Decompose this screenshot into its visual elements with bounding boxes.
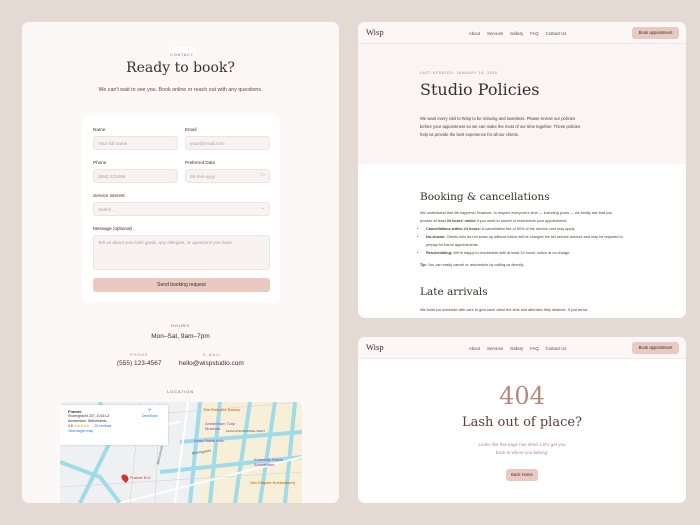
place-name: Framer bbox=[68, 409, 82, 414]
address-line2: Amsterdam, Netherlands bbox=[68, 419, 107, 423]
name-label: Name bbox=[93, 127, 106, 132]
date-input[interactable]: dd-mm-yyyy ▭ bbox=[185, 169, 270, 183]
email-link[interactable]: hello@wispstudio.com bbox=[179, 360, 244, 367]
email-label: E-MAIL bbox=[203, 352, 222, 357]
poi-pancake[interactable]: The Pancake Bakery bbox=[203, 407, 241, 412]
tip-text: You can easily cancel or reschedule by c… bbox=[426, 263, 525, 267]
rating: 4.6 bbox=[68, 424, 73, 428]
policy-bullet: Rescheduling: We're happy to reschedule … bbox=[426, 249, 625, 257]
page-title: Ready to book? bbox=[126, 60, 235, 76]
map-canvas[interactable] bbox=[60, 402, 302, 503]
directions-button[interactable]: ⑂ Directions bbox=[142, 408, 158, 419]
reviews-link[interactable]: 25 reviews bbox=[94, 424, 112, 428]
contact-page: CONTACT Ready to book? We can't wait to … bbox=[22, 22, 339, 503]
section-late-title: Late arrivals bbox=[420, 286, 488, 298]
policies-title: Studio Policies bbox=[420, 80, 540, 99]
chevron-down-icon: ⌄ bbox=[260, 205, 265, 211]
nav-services[interactable]: Services bbox=[486, 31, 504, 36]
section1-text: We understand that life happens! However… bbox=[420, 211, 613, 223]
poi-tulip-museum[interactable]: Amsterdam Tulip Museum bbox=[205, 421, 236, 431]
send-booking-button[interactable]: Send booking request bbox=[93, 278, 270, 292]
policy-bullet: Cancellations within 24 hours: A cancell… bbox=[426, 225, 625, 233]
date-placeholder: dd-mm-yyyy bbox=[190, 174, 216, 179]
last-updated: LAST UPDATED: JANUARY 15, 2026 bbox=[420, 71, 498, 75]
error-code: 404 bbox=[499, 382, 545, 410]
bullet-bold: Rescheduling: bbox=[426, 251, 453, 255]
section1-text2: if you need to cancel or reschedule your… bbox=[476, 219, 568, 223]
phone-label: PHONE bbox=[130, 352, 149, 357]
eyebrow: CONTACT bbox=[170, 53, 194, 57]
back-home-button[interactable]: Back Home bbox=[506, 469, 538, 481]
address-line1: Rozengracht 207, 1016 LZ bbox=[68, 414, 110, 418]
bullet-text: Clients who do not show up without notic… bbox=[426, 235, 623, 247]
map-info-card: Framer Rozengracht 207, 1016 LZ Amsterda… bbox=[60, 405, 168, 445]
nav-gallery[interactable]: Gallery bbox=[510, 31, 524, 36]
tip-label: Tip: bbox=[420, 263, 427, 267]
nav-faq[interactable]: FAQ bbox=[530, 31, 539, 36]
street-label: GRACHTENGORDEL-WEST bbox=[226, 429, 266, 433]
location-label: LOCATION bbox=[167, 389, 194, 394]
name-input[interactable]: Your full name bbox=[93, 136, 178, 150]
email-label: Email bbox=[185, 127, 197, 132]
error-text: Looks like this page has shed. Let's get… bbox=[478, 442, 566, 455]
section-booking-title: Booking & cancellations bbox=[420, 191, 550, 203]
logo[interactable]: Wisp bbox=[366, 342, 384, 352]
message-textarea[interactable]: Tell us about your lash goals, any aller… bbox=[93, 235, 270, 270]
date-label: Preferred Date bbox=[185, 160, 216, 165]
service-select[interactable]: Select... ⌄ bbox=[93, 202, 270, 216]
policy-bullet: No-shows: Clients who do not show up wit… bbox=[426, 233, 625, 249]
directions-label: Directions bbox=[142, 414, 158, 418]
poi-van-stapele[interactable]: Van Stapele Koekmakerij bbox=[250, 480, 295, 485]
nav-about[interactable]: About bbox=[469, 346, 480, 351]
bullet-bold: No-shows: bbox=[426, 235, 446, 239]
logo[interactable]: Wisp bbox=[366, 27, 384, 37]
hours-value: Mon–Sat, 9am–7pm bbox=[151, 333, 210, 340]
nav-about[interactable]: About bbox=[469, 31, 480, 36]
nav-contact[interactable]: Contact Us bbox=[545, 31, 567, 36]
map-embed[interactable]: Marnixstraat Bloemgracht Framer B.V. The… bbox=[60, 402, 302, 503]
poi-anne-frank[interactable]: Anne Frank Huis bbox=[194, 438, 224, 443]
error-title: Lash out of place? bbox=[461, 415, 583, 430]
eyebrow-pill: CONTACT bbox=[168, 47, 196, 57]
phone-label: Phone bbox=[93, 160, 107, 165]
policies-page: Wisp About Services Gallery FAQ Contact … bbox=[358, 22, 686, 318]
larger-map-link[interactable]: View larger map bbox=[68, 429, 94, 433]
phone-link[interactable]: (555) 123-4567 bbox=[117, 360, 162, 367]
top-nav: Wisp About Services Gallery FAQ Contact … bbox=[358, 22, 686, 44]
section1-bold: 24 hours' notice bbox=[446, 219, 476, 223]
nav-faq[interactable]: FAQ bbox=[530, 346, 539, 351]
bullet-bold: Cancellations within 24 hours: bbox=[426, 227, 481, 231]
booking-form: Name Your full name Email your@email.com… bbox=[82, 115, 280, 303]
book-appointment-button[interactable]: Book appointment bbox=[632, 27, 679, 39]
service-value: Select... bbox=[98, 207, 115, 212]
bullet-text: We're happy to reschedule with at least … bbox=[452, 251, 571, 255]
hours-label: HOURS bbox=[171, 323, 190, 328]
nav-contact[interactable]: Contact Us bbox=[545, 346, 567, 351]
message-label: Message (optional) bbox=[93, 226, 133, 231]
directions-icon: ⑂ bbox=[147, 408, 152, 414]
nav-gallery[interactable]: Gallery bbox=[510, 346, 524, 351]
not-found-page: Wisp About Services Gallery FAQ Contact … bbox=[358, 337, 686, 503]
book-appointment-button[interactable]: Book appointment bbox=[632, 342, 679, 354]
nav-services[interactable]: Services bbox=[486, 346, 504, 351]
phone-input[interactable]: (555) 123456 bbox=[93, 169, 178, 183]
email-input[interactable]: your@email.com bbox=[185, 136, 270, 150]
calendar-icon: ▭ bbox=[260, 172, 265, 178]
top-nav: Wisp About Services Gallery FAQ Contact … bbox=[358, 337, 686, 359]
page-subtitle: We can't wait to see you. Book online or… bbox=[98, 87, 263, 93]
stars-icon: ★★★★★ bbox=[73, 424, 90, 428]
policies-intro: We want every visit to Wisp to be relaxi… bbox=[420, 116, 581, 137]
service-label: Service interest bbox=[93, 193, 125, 198]
poi-palace[interactable]: Koninklijk Paleis Amsterdam bbox=[254, 457, 283, 467]
poi-framer[interactable]: Framer B.V. bbox=[130, 475, 152, 480]
bullet-text: A cancellation fee of 50% of the service… bbox=[480, 227, 576, 231]
section-late-text: We build our schedule with care to give … bbox=[420, 308, 588, 312]
